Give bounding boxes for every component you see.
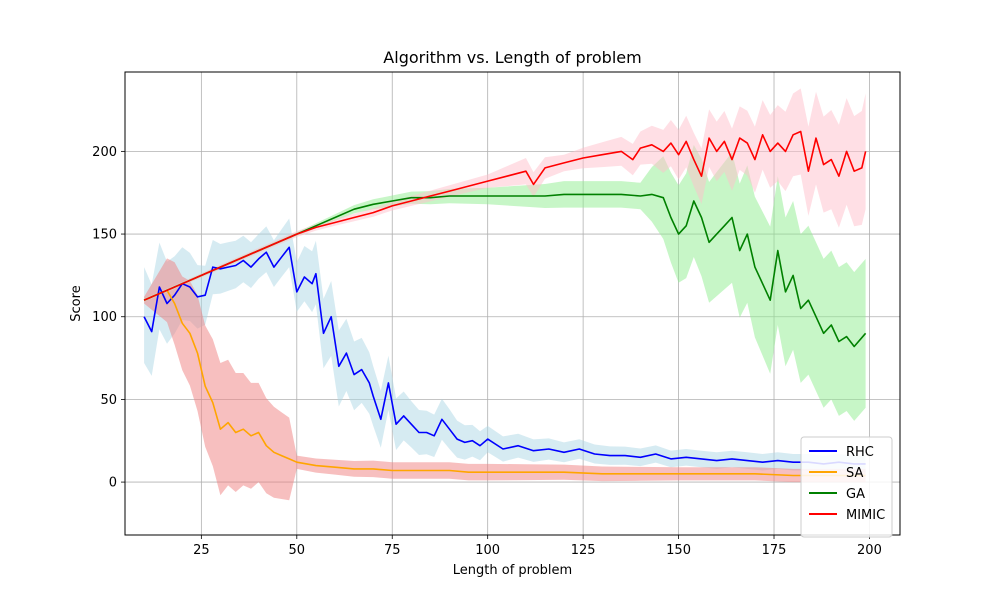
band-ga [144, 144, 866, 421]
series-lines [143, 130, 867, 477]
legend-label-sa: SA [846, 466, 863, 481]
y-tick-label: 150 [92, 228, 117, 243]
legend-label-rhc: RHC [846, 445, 874, 460]
y-tick-label: 0 [109, 476, 117, 491]
legend-label-mimic: MIMIC [846, 508, 885, 523]
series-line-sa [143, 289, 866, 477]
legend-box [800, 436, 893, 538]
series-line-mimic [143, 130, 867, 301]
legend: RHC SA GA MIMIC [800, 436, 893, 538]
x-axis-label: Length of problem [453, 563, 572, 578]
ticks: 25 50 75 100 125 150 175 200 0 50 100 150 200 [92, 145, 882, 558]
x-tick-label: 50 [289, 543, 306, 558]
series-line-rhc [143, 246, 866, 465]
plot-frame [124, 71, 901, 536]
x-tick-label: 25 [193, 543, 210, 558]
x-tick-label: 100 [475, 543, 500, 558]
x-tick-label: 125 [571, 543, 596, 558]
x-tick-label: 75 [384, 543, 401, 558]
legend-label-ga: GA [846, 487, 865, 502]
y-tick-label: 50 [100, 393, 117, 408]
y-axis-label: Score [69, 285, 84, 321]
chart-title: Algorithm vs. Length of problem [383, 48, 641, 67]
x-tick-label: 200 [857, 543, 882, 558]
band-rhc [144, 218, 866, 473]
y-tick-label: 200 [92, 145, 117, 160]
x-tick-label: 175 [762, 543, 787, 558]
y-tick-label: 100 [92, 310, 117, 325]
series-line-ga [143, 193, 867, 348]
x-tick-label: 150 [666, 543, 691, 558]
